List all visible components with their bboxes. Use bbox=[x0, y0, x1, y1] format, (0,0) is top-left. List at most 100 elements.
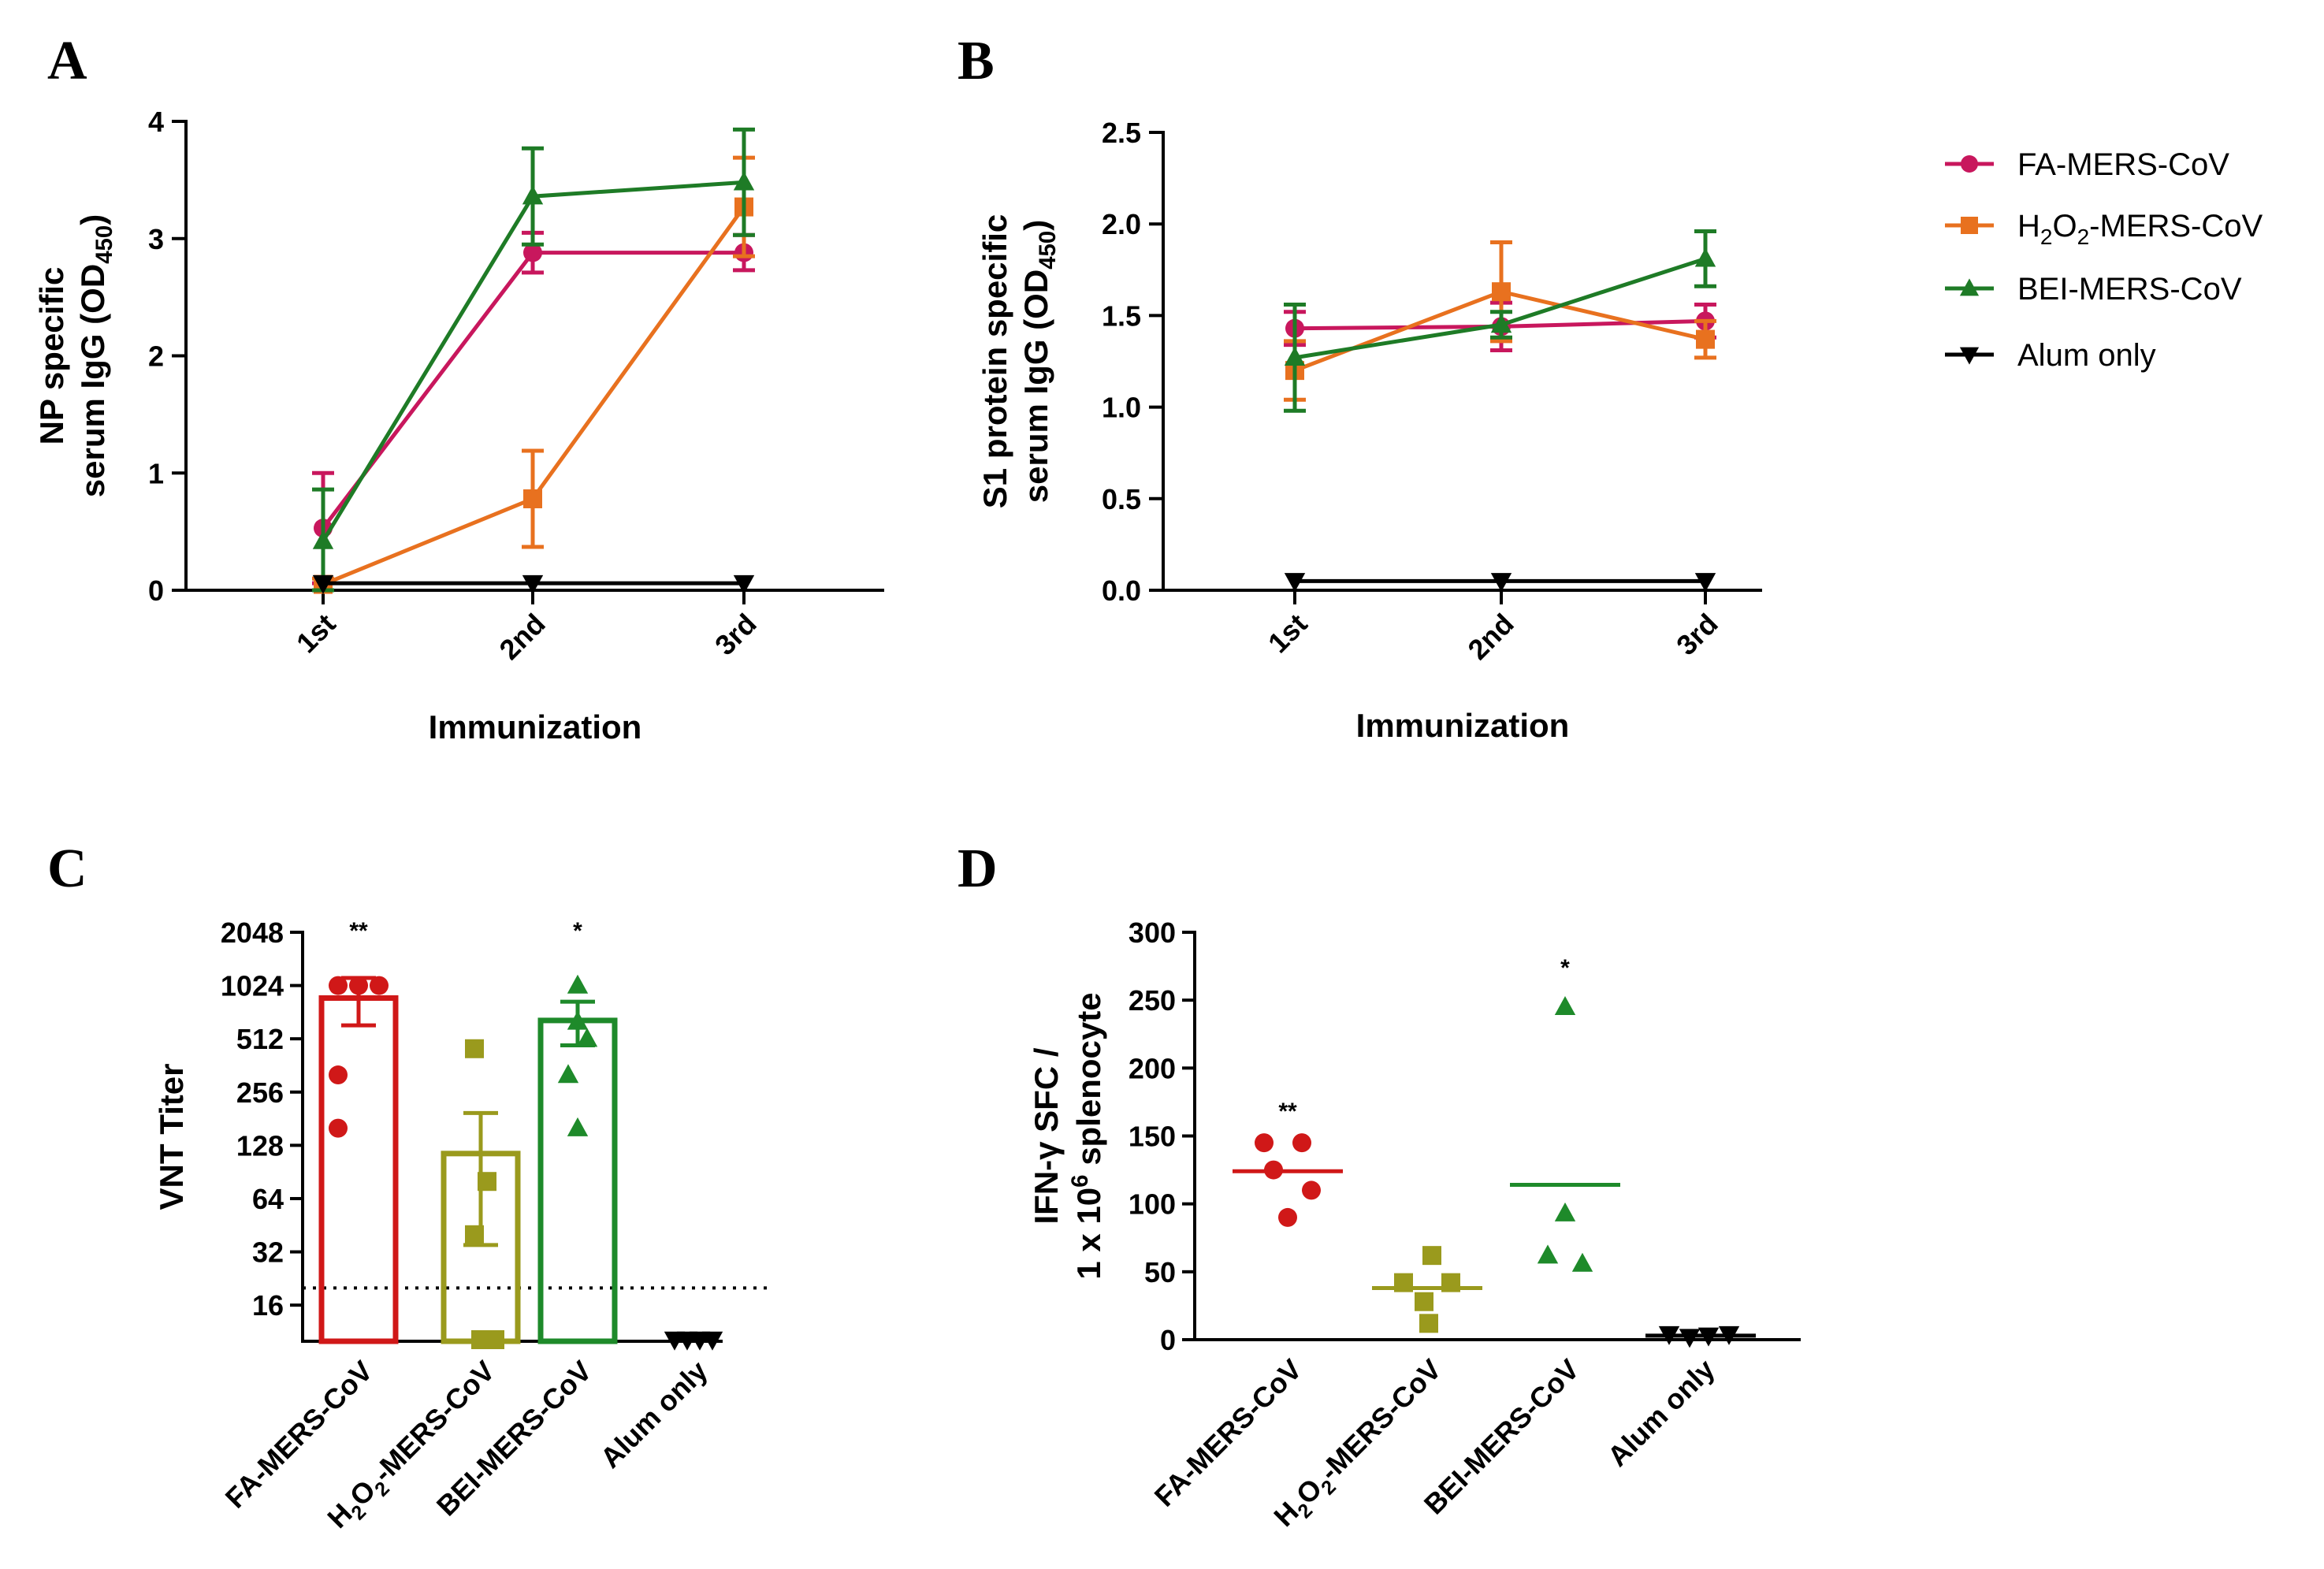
data-point bbox=[1554, 1202, 1576, 1221]
data-point bbox=[1302, 1180, 1321, 1200]
y-tick-label: 2.0 bbox=[1102, 208, 1141, 240]
y-tick-label: 200 bbox=[1129, 1052, 1176, 1084]
x-tick-label: 3rd bbox=[1670, 608, 1724, 662]
bar-group: Alum only bbox=[594, 1331, 723, 1474]
y-tick-label: 16 bbox=[252, 1289, 284, 1322]
data-point bbox=[567, 1010, 589, 1030]
legend-label: H2O2-MERS-CoV bbox=[2017, 209, 2263, 249]
data-point bbox=[312, 574, 334, 594]
y-tick-label: 1 bbox=[148, 457, 164, 489]
bar-group: *BEI-MERS-CoV bbox=[430, 918, 618, 1523]
data-point bbox=[522, 185, 544, 205]
data-point bbox=[1718, 1325, 1740, 1345]
data-point bbox=[1264, 1160, 1283, 1180]
data-point bbox=[522, 574, 544, 594]
panel-c: C 16 32 64 128 256 512 1024 2048 VNT Titer **FA-ME… bbox=[47, 838, 770, 1534]
panel-d: D 0 50 100 150 200 250 300 IFN-γ SFC /1 x 106 sp… bbox=[957, 838, 1801, 1533]
series bbox=[1284, 229, 1716, 413]
y-axis-title-line1: IFN-γ SFC / bbox=[1028, 1047, 1065, 1224]
y-axis-title: NP specific serum IgG (OD450) bbox=[33, 214, 117, 497]
data-point bbox=[523, 243, 542, 262]
y-tick-label: 2 bbox=[148, 340, 164, 373]
data-point bbox=[1278, 1207, 1297, 1227]
y-tick-label: 4 bbox=[148, 106, 164, 138]
legend: FA-MERS-CoV H2O2-MERS-CoV BEI-MERS-CoV Alum… bbox=[1945, 147, 2263, 373]
panel-a: A 0 1 2 3 4 1st 2nd 3rd Immunization NP specific se… bbox=[33, 31, 884, 745]
data-point bbox=[701, 1331, 723, 1351]
legend-marker bbox=[1961, 155, 1978, 173]
data-point bbox=[349, 976, 368, 995]
y-axis-title-line1: NP specific bbox=[33, 267, 70, 445]
y-tick-label: 64 bbox=[252, 1183, 284, 1215]
y-tick-label: 512 bbox=[236, 1023, 284, 1055]
x-tick-label: 2nd bbox=[493, 608, 551, 666]
data-point bbox=[1571, 1252, 1593, 1272]
y-axis-title: VNT Titer bbox=[153, 1064, 190, 1210]
data-point bbox=[312, 530, 334, 549]
y-axis-title-text: VNT Titer bbox=[153, 1064, 190, 1210]
significance-mark: * bbox=[1560, 955, 1570, 981]
data-point bbox=[465, 1225, 484, 1244]
data-point bbox=[1292, 1133, 1311, 1153]
x-tick-label: Alum only bbox=[1601, 1353, 1721, 1473]
data-point bbox=[733, 574, 755, 594]
data-point bbox=[1537, 1244, 1559, 1264]
data-point bbox=[329, 976, 348, 995]
data-point bbox=[370, 976, 389, 995]
y-tick-label: 3 bbox=[148, 223, 164, 255]
series bbox=[1284, 573, 1716, 593]
data-point bbox=[1696, 329, 1715, 349]
scatter-group: ** FA-MERS-CoV bbox=[1148, 1099, 1343, 1513]
panel-letter: C bbox=[47, 838, 87, 899]
data-point bbox=[1422, 1246, 1441, 1266]
legend-marker bbox=[1959, 278, 1980, 296]
y-tick-label: 150 bbox=[1129, 1121, 1176, 1153]
data-point bbox=[1492, 282, 1511, 302]
series bbox=[312, 127, 755, 593]
y-tick-label: 1.0 bbox=[1102, 392, 1141, 424]
data-point bbox=[465, 1039, 484, 1058]
data-point bbox=[329, 1118, 348, 1138]
y-tick-label: 0 bbox=[148, 574, 164, 607]
legend-label: FA-MERS-CoV bbox=[2017, 147, 2229, 182]
data-point bbox=[557, 1064, 579, 1084]
data-point bbox=[567, 1117, 589, 1136]
y-tick-label: 300 bbox=[1129, 916, 1176, 949]
data-point bbox=[576, 1028, 598, 1047]
data-point bbox=[329, 1065, 348, 1085]
panel-b: B 0.0 0.5 1.0 1.5 2.0 2.5 1st 2nd 3rd Immunization… bbox=[957, 31, 1762, 744]
x-tick-label: FA-MERS-CoV bbox=[1148, 1353, 1308, 1513]
y-tick-label: 0.0 bbox=[1102, 574, 1141, 607]
bar-group: **FA-MERS-CoV bbox=[219, 918, 399, 1515]
data-point bbox=[1694, 247, 1716, 267]
x-axis-title: Immunization bbox=[429, 708, 642, 745]
y-axis-title: IFN-γ SFC /1 x 106 splenocyte bbox=[1028, 992, 1107, 1279]
significance-mark: * bbox=[573, 918, 582, 944]
panel-letter: D bbox=[957, 838, 998, 899]
series bbox=[312, 574, 755, 594]
x-tick-label: 1st bbox=[290, 608, 342, 660]
x-tick-label: 3rd bbox=[708, 608, 763, 662]
y-tick-label: 50 bbox=[1144, 1256, 1176, 1288]
data-point bbox=[1679, 1329, 1701, 1348]
legend-item: H2O2-MERS-CoV bbox=[1945, 209, 2263, 249]
y-axis-title-line2: serum IgG (OD450) bbox=[1017, 220, 1061, 503]
data-point bbox=[1441, 1273, 1460, 1292]
y-tick-label: 0.5 bbox=[1102, 483, 1141, 515]
y-tick-label: 2.5 bbox=[1102, 117, 1141, 149]
y-tick-label: 1024 bbox=[221, 970, 284, 1002]
significance-mark: ** bbox=[1278, 1099, 1297, 1125]
legend-item: Alum only bbox=[1945, 338, 2156, 373]
data-point bbox=[1658, 1325, 1680, 1345]
y-tick-label: 250 bbox=[1129, 984, 1176, 1017]
data-point bbox=[485, 1330, 504, 1349]
data-point bbox=[733, 171, 755, 191]
significance-mark: ** bbox=[349, 918, 368, 944]
legend-marker bbox=[1961, 217, 1978, 234]
y-axis-title-line1: S1 protein specific bbox=[976, 214, 1013, 508]
y-tick-label: 128 bbox=[236, 1129, 284, 1162]
legend-item: FA-MERS-CoV bbox=[1945, 147, 2229, 182]
legend-item: BEI-MERS-CoV bbox=[1945, 272, 2242, 307]
data-point bbox=[1284, 347, 1306, 366]
